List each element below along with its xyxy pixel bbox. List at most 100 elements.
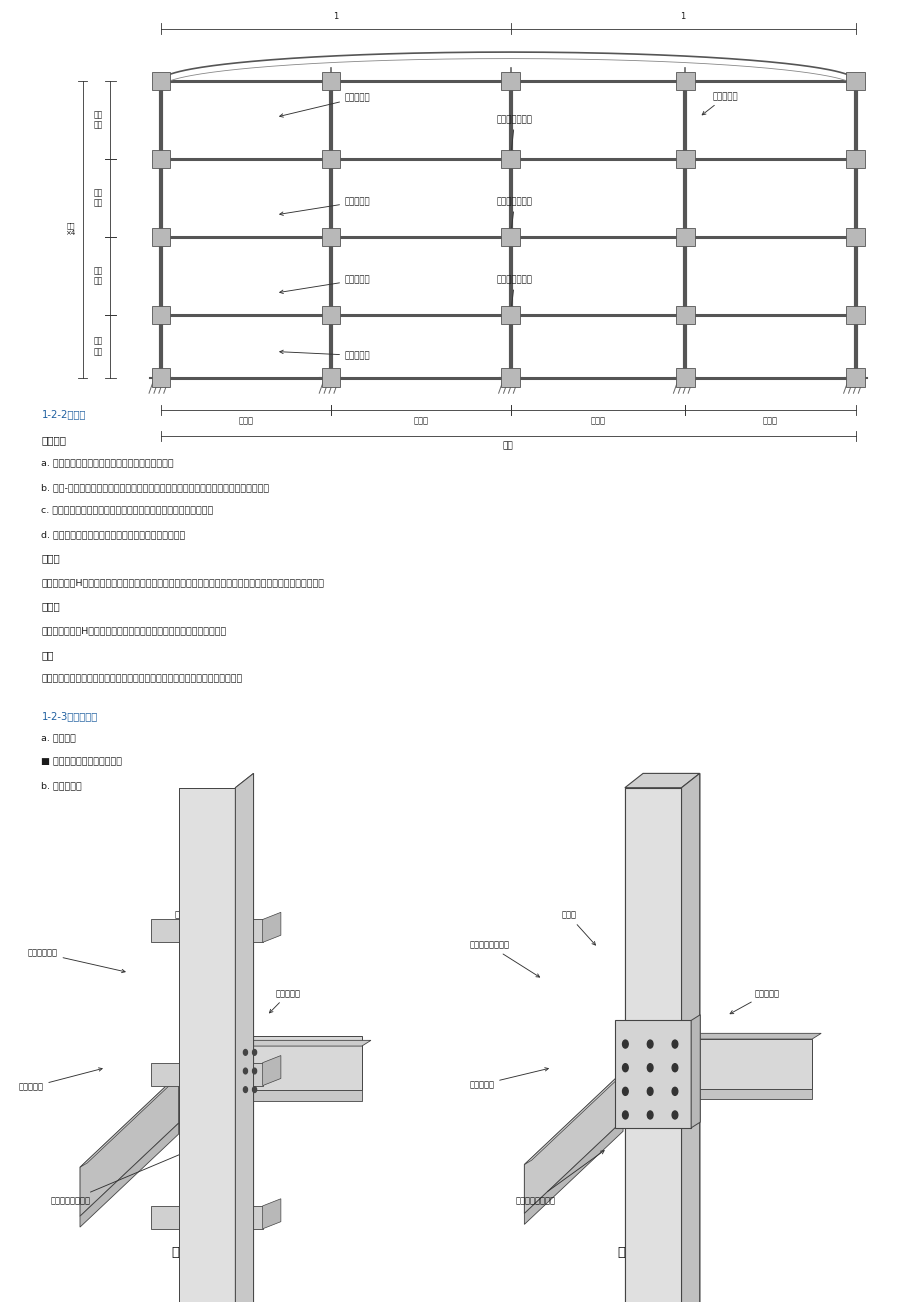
- Circle shape: [244, 1068, 247, 1074]
- Polygon shape: [235, 773, 254, 1302]
- Text: 摩擦型高强度螺栓: 摩擦型高强度螺栓: [515, 1151, 604, 1204]
- Text: 底层
层高: 底层 层高: [94, 111, 103, 129]
- Text: 现场对接焊缝: 现场对接焊缝: [28, 949, 125, 973]
- Circle shape: [253, 1068, 256, 1074]
- Text: 1-2-3、基本节点: 1-2-3、基本节点: [41, 711, 97, 721]
- Circle shape: [622, 1040, 628, 1048]
- Text: 三层框架柱: 三层框架柱: [279, 198, 370, 215]
- Text: 摩擦型高强度螺栓: 摩擦型高强度螺栓: [51, 1147, 197, 1204]
- Polygon shape: [615, 1021, 690, 1128]
- Bar: [845, 72, 864, 90]
- Polygon shape: [524, 1072, 622, 1213]
- Polygon shape: [524, 1068, 630, 1164]
- Text: 框架柱: 框架柱: [561, 911, 595, 945]
- Text: 力学模型: 力学模型: [41, 435, 66, 445]
- Polygon shape: [624, 788, 681, 1302]
- Bar: [322, 368, 340, 387]
- Text: 1: 1: [333, 12, 338, 21]
- Text: 框架梁一般采用H型截面，楼盖和屋盖上的力通过框架梁传递给框架柱。: 框架梁一般采用H型截面，楼盖和屋盖上的力通过框架梁传递给框架柱。: [41, 626, 226, 635]
- Bar: [675, 306, 694, 324]
- Text: 三层楼面框架梁: 三层楼面框架梁: [496, 198, 532, 232]
- Polygon shape: [624, 788, 681, 1302]
- Text: 横向框架梁: 横向框架梁: [730, 990, 778, 1014]
- Text: 框架柱: 框架柱: [41, 553, 60, 564]
- Text: 屋面框架梁: 屋面框架梁: [701, 92, 738, 115]
- Bar: [322, 228, 340, 246]
- Text: 框架柱: 框架柱: [175, 911, 196, 944]
- Polygon shape: [178, 788, 235, 1302]
- Text: 二层
层高: 二层 层高: [94, 189, 103, 207]
- Text: 摩擦型高强度螺栓: 摩擦型高强度螺栓: [469, 941, 539, 976]
- Bar: [675, 150, 694, 168]
- Bar: [501, 150, 519, 168]
- Polygon shape: [690, 1090, 811, 1099]
- Circle shape: [647, 1064, 652, 1072]
- Text: 顶层楼面框架梁: 顶层楼面框架梁: [496, 116, 532, 154]
- Polygon shape: [524, 1121, 622, 1224]
- Polygon shape: [690, 1014, 699, 1128]
- Text: b. 刚接-支撑框架：横向采用刚接，纵向采用铰接，并在纵向设置支撑，以传递水平力。: b. 刚接-支撑框架：横向采用刚接，纵向采用铰接，并在纵向设置支撑，以传递水平力…: [41, 483, 269, 492]
- Text: 柱间距: 柱间距: [590, 417, 605, 426]
- Text: 二层楼面框架梁: 二层楼面框架梁: [496, 276, 532, 310]
- Polygon shape: [681, 773, 699, 1302]
- Bar: [152, 9, 864, 384]
- Text: 框架柱可采用H型截面、箱形截面、十字形截面、圆管形截面等，所有上部结构的力都通过框架柱传递给基础。: 框架柱可采用H型截面、箱形截面、十字形截面、圆管形截面等，所有上部结构的力都通过…: [41, 578, 324, 587]
- Polygon shape: [235, 1091, 361, 1100]
- Circle shape: [622, 1087, 628, 1095]
- Polygon shape: [263, 1199, 280, 1229]
- Bar: [501, 228, 519, 246]
- Text: c. 支撑式框架：纵横向均采用铰接，两向均设置支撑传递水平力。: c. 支撑式框架：纵横向均采用铰接，两向均设置支撑传递水平力。: [41, 506, 213, 516]
- Text: 层高
×4: 层高 ×4: [65, 223, 75, 236]
- Bar: [845, 368, 864, 387]
- Circle shape: [672, 1087, 677, 1095]
- Circle shape: [622, 1064, 628, 1072]
- Polygon shape: [235, 1036, 361, 1091]
- Text: 总宽: 总宽: [503, 441, 513, 450]
- Bar: [152, 72, 170, 90]
- Text: 支撑采用一般采用热轧型钢制作，其功能是传递层间水平力和保证结构的刚度。: 支撑采用一般采用热轧型钢制作，其功能是传递层间水平力和保证结构的刚度。: [41, 674, 243, 684]
- Text: 1-2-2、说明: 1-2-2、说明: [41, 409, 85, 419]
- Polygon shape: [235, 773, 254, 1302]
- Text: 支撑: 支撑: [41, 650, 54, 660]
- Text: 三层
层高: 三层 层高: [94, 267, 103, 285]
- Text: 梁柱双向刚接节点一: 梁柱双向刚接节点一: [171, 1246, 243, 1259]
- Polygon shape: [178, 788, 235, 1302]
- Circle shape: [244, 1087, 247, 1092]
- Polygon shape: [263, 1056, 280, 1086]
- Text: 二层框架柱: 二层框架柱: [279, 276, 370, 293]
- Bar: [845, 306, 864, 324]
- Bar: [845, 228, 864, 246]
- Circle shape: [647, 1087, 652, 1095]
- Polygon shape: [624, 773, 699, 788]
- Text: 纵向框架梁: 纵向框架梁: [469, 1068, 548, 1088]
- Text: 顶层框架柱: 顶层框架柱: [279, 94, 370, 117]
- Bar: [152, 368, 170, 387]
- Bar: [322, 306, 340, 324]
- Bar: [675, 72, 694, 90]
- Polygon shape: [151, 1062, 263, 1086]
- Text: ■ 柱脚节点同门式刚架体系。: ■ 柱脚节点同门式刚架体系。: [41, 758, 122, 767]
- Bar: [322, 150, 340, 168]
- Text: 梁柱双向刚接节点二: 梁柱双向刚接节点二: [617, 1246, 688, 1259]
- Text: 横向框架梁: 横向框架梁: [269, 990, 301, 1013]
- Polygon shape: [80, 1074, 178, 1216]
- Bar: [152, 150, 170, 168]
- Text: b. 柱、梁节点: b. 柱、梁节点: [41, 781, 82, 790]
- Polygon shape: [151, 1206, 263, 1229]
- Polygon shape: [235, 1040, 370, 1046]
- Bar: [501, 72, 519, 90]
- Polygon shape: [80, 1124, 178, 1226]
- Circle shape: [244, 1049, 247, 1055]
- Bar: [501, 306, 519, 324]
- Bar: [322, 72, 340, 90]
- Circle shape: [672, 1064, 677, 1072]
- Bar: [501, 368, 519, 387]
- Polygon shape: [690, 1034, 821, 1039]
- Circle shape: [253, 1087, 256, 1092]
- Polygon shape: [80, 1070, 186, 1168]
- Text: a. 纯刚接框架：纵横两个方向均采用刚接的框架。: a. 纯刚接框架：纵横两个方向均采用刚接的框架。: [41, 460, 174, 469]
- Circle shape: [672, 1040, 677, 1048]
- Polygon shape: [690, 1039, 811, 1090]
- Circle shape: [647, 1040, 652, 1048]
- Circle shape: [647, 1111, 652, 1118]
